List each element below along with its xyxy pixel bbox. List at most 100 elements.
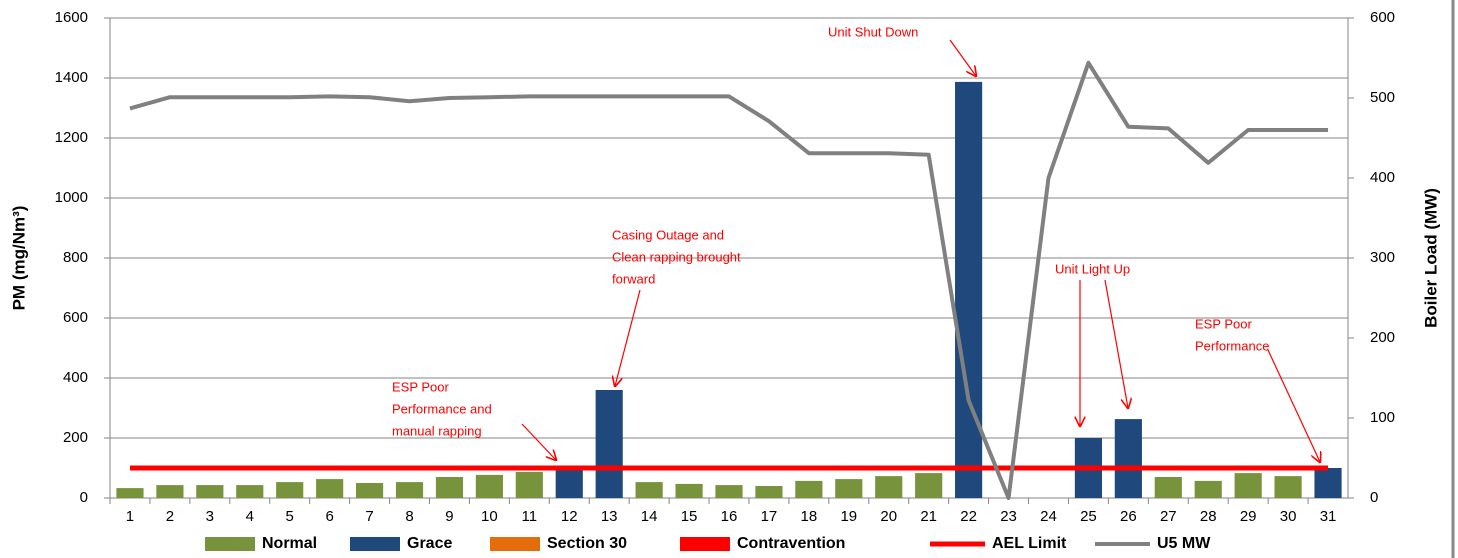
bar xyxy=(276,482,304,498)
bar xyxy=(356,483,384,498)
x-tick-label: 7 xyxy=(365,508,373,525)
y-tick-label: 1400 xyxy=(55,69,88,86)
y2-tick-label: 600 xyxy=(1370,9,1395,26)
y2-tick-label: 100 xyxy=(1370,409,1395,426)
x-tick-label: 5 xyxy=(286,508,294,525)
bar xyxy=(875,476,903,498)
annotation: Unit Light Up xyxy=(1055,261,1130,276)
annotation: ESP Poor xyxy=(392,379,450,394)
x-tick-label: 2 xyxy=(166,508,174,525)
x-tick-label: 6 xyxy=(325,508,333,525)
x-tick-label: 3 xyxy=(206,508,214,525)
x-tick-label: 31 xyxy=(1320,508,1337,525)
bar xyxy=(715,485,743,498)
bar xyxy=(595,390,623,498)
annotation: ESP Poor xyxy=(1195,316,1253,331)
y-tick-label: 400 xyxy=(63,369,88,386)
y-tick-label: 1600 xyxy=(55,9,88,26)
legend-label: Section 30 xyxy=(547,535,627,552)
x-tick-label: 25 xyxy=(1080,508,1097,525)
annotation: Clean rapping brought xyxy=(612,249,741,264)
y-tick-label: 200 xyxy=(63,429,88,446)
bar xyxy=(1194,480,1222,498)
legend-swatch xyxy=(680,537,730,551)
annotation-arrow xyxy=(521,423,556,460)
x-tick-label: 29 xyxy=(1240,508,1257,525)
y2-tick-label: 500 xyxy=(1370,89,1395,106)
y2-axis-label: Boiler Load (MW) xyxy=(1421,188,1440,328)
annotation: forward xyxy=(612,271,655,286)
x-tick-label: 23 xyxy=(1000,508,1017,525)
y-tick-label: 1000 xyxy=(55,189,88,206)
bar xyxy=(236,485,264,498)
legend-label: AEL Limit xyxy=(992,535,1067,552)
y-tick-label: 600 xyxy=(63,309,88,326)
bar xyxy=(915,473,943,498)
x-tick-label: 21 xyxy=(920,508,937,525)
x-tick-label: 26 xyxy=(1120,508,1137,525)
annotation-arrow xyxy=(1267,349,1320,462)
y2-tick-label: 300 xyxy=(1370,249,1395,266)
y-tick-label: 800 xyxy=(63,249,88,266)
x-tick-label: 4 xyxy=(246,508,254,525)
bar xyxy=(1314,468,1342,498)
x-tick-label: 16 xyxy=(721,508,738,525)
legend-swatch xyxy=(350,537,400,551)
bar xyxy=(755,486,783,498)
x-tick-label: 15 xyxy=(681,508,698,525)
x-tick-label: 20 xyxy=(880,508,897,525)
x-tick-label: 1 xyxy=(126,508,134,525)
legend-swatch xyxy=(205,537,255,551)
bar xyxy=(1274,476,1302,498)
x-tick-label: 10 xyxy=(481,508,498,525)
x-tick-label: 11 xyxy=(522,508,538,525)
x-tick-label: 24 xyxy=(1040,508,1057,525)
bar xyxy=(435,477,464,498)
annotation: Performance xyxy=(1195,338,1269,353)
x-tick-label: 17 xyxy=(761,508,778,525)
annotation: Unit Shut Down xyxy=(828,24,918,39)
bar xyxy=(196,485,224,498)
bar xyxy=(156,485,184,498)
bar xyxy=(515,471,543,498)
annotation-arrow xyxy=(949,39,976,76)
legend-label: Normal xyxy=(262,535,317,552)
annotation-arrow xyxy=(1104,279,1128,408)
annotation: manual rapping xyxy=(392,423,482,438)
bar xyxy=(675,483,703,498)
bar xyxy=(116,488,144,498)
x-tick-label: 8 xyxy=(405,508,413,525)
x-tick-label: 28 xyxy=(1200,508,1217,525)
line xyxy=(129,60,1329,500)
legend-label: Contravention xyxy=(737,535,845,552)
annotation: Performance and xyxy=(392,401,492,416)
annotation: Casing Outage and xyxy=(612,227,724,242)
bar xyxy=(1114,419,1142,498)
x-tick-label: 22 xyxy=(960,508,977,525)
x-tick-label: 19 xyxy=(840,508,857,525)
y2-tick-label: 400 xyxy=(1370,169,1395,186)
bar xyxy=(835,479,863,498)
x-tick-label: 30 xyxy=(1280,508,1297,525)
x-tick-label: 13 xyxy=(601,508,618,525)
legend-swatch xyxy=(490,537,540,551)
x-tick-label: 14 xyxy=(641,508,658,525)
x-tick-label: 12 xyxy=(561,508,578,525)
bar xyxy=(475,474,503,498)
bar xyxy=(395,482,424,498)
bar xyxy=(1234,473,1262,498)
y2-tick-label: 200 xyxy=(1370,329,1395,346)
y-tick-label: 1200 xyxy=(55,129,88,146)
annotation-arrow xyxy=(615,289,641,386)
y-axis-label: PM (mg/Nm³) xyxy=(9,206,28,311)
y-tick-label: 0 xyxy=(80,489,88,506)
y2-tick-label: 0 xyxy=(1370,489,1378,506)
x-tick-label: 27 xyxy=(1160,508,1177,525)
bar xyxy=(1154,477,1182,498)
x-tick-label: 9 xyxy=(445,508,453,525)
legend-label: Grace xyxy=(407,535,452,552)
bar xyxy=(555,468,583,498)
bar xyxy=(955,81,983,499)
legend-label: U5 MW xyxy=(1157,535,1211,552)
